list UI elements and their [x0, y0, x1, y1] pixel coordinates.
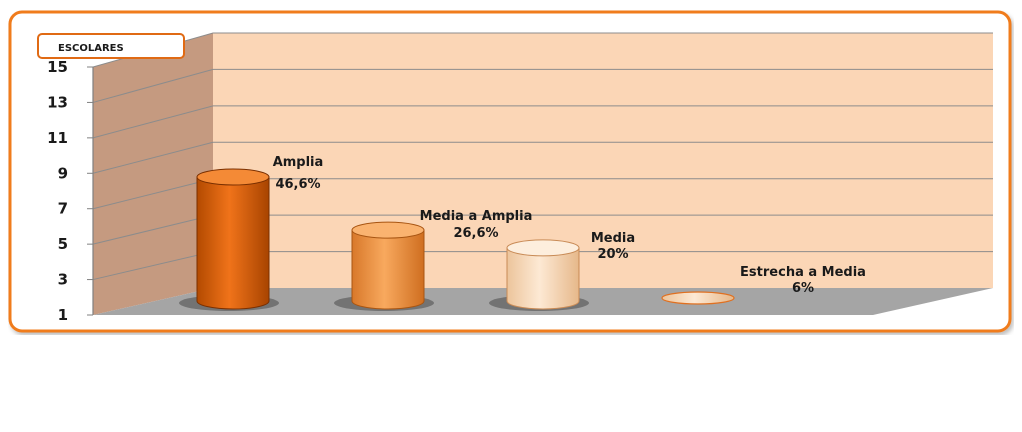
y-tick-label: 3	[58, 271, 68, 289]
bars	[179, 168, 735, 311]
gridline	[92, 141, 993, 174]
bar	[661, 291, 735, 305]
legend-label: ESCOLARES	[58, 43, 124, 54]
y-tick-label: 7	[58, 200, 68, 218]
back-wall	[213, 33, 993, 288]
gridline	[92, 105, 993, 139]
y-tick-label: 9	[58, 164, 68, 182]
value-label: 20%	[597, 247, 628, 262]
category-label: Amplia	[273, 155, 324, 170]
category-label: Estrecha a Media	[740, 265, 866, 280]
legend: ESCOLARES	[37, 33, 185, 59]
gridline	[92, 68, 993, 103]
y-tick-label: 11	[47, 129, 68, 147]
bar	[351, 229, 425, 310]
chart-frame: 1 3 5 7 9 11 13 15 Amplia 46,6% Media a Amplia 26,…	[8, 10, 1014, 335]
bar-top	[506, 239, 580, 257]
y-tick-label: 5	[58, 235, 68, 253]
value-label: 46,6%	[275, 177, 320, 192]
y-tick-label: 1	[58, 306, 68, 324]
category-label: Media a Amplia	[420, 209, 533, 224]
bar	[196, 176, 270, 310]
y-tick-label: 13	[47, 93, 68, 111]
value-label: 6%	[792, 281, 814, 296]
category-label: Media	[591, 231, 635, 246]
bar-top	[196, 168, 270, 186]
y-tick-label: 15	[47, 58, 68, 76]
bar-top	[351, 221, 425, 239]
side-wall	[93, 33, 213, 315]
bar	[506, 247, 580, 310]
legend-box	[37, 33, 185, 59]
value-label: 26,6%	[453, 226, 498, 241]
